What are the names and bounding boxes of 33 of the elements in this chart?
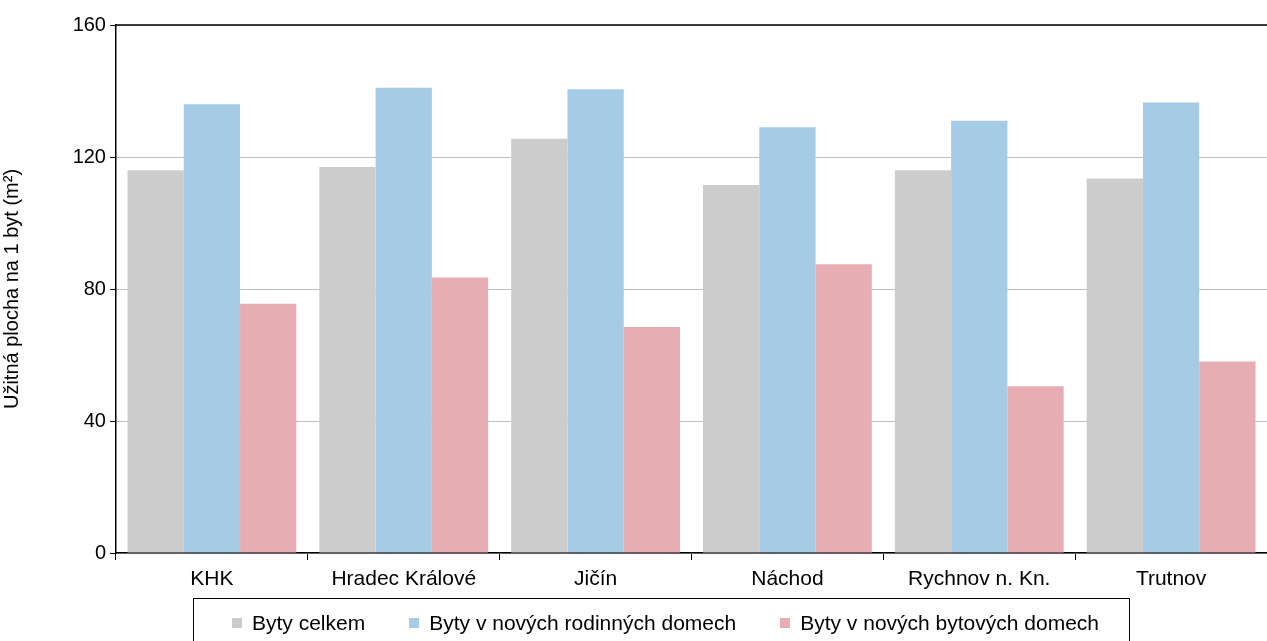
y-tick-label: 160: [72, 12, 106, 35]
bar: [1199, 361, 1256, 553]
bar: [319, 166, 376, 553]
y-axis-title: Užitná plocha na 1 byt (m²): [0, 168, 22, 410]
x-tick-label: KHK: [190, 566, 234, 590]
bar: [240, 303, 297, 553]
y-tick-label: 120: [72, 144, 106, 167]
bar: [1007, 386, 1064, 553]
x-tick-label: Jičín: [573, 566, 618, 590]
x-tick-label: Náchod: [751, 566, 824, 590]
legend-label: Byty v nových rodinných domech: [429, 610, 737, 635]
x-tick-label: Trutnov: [1135, 566, 1207, 590]
x-tick-label: Rychnov n. Kn.: [908, 566, 1051, 590]
bar: [759, 127, 816, 553]
bar: [1086, 178, 1143, 553]
bar: [375, 87, 432, 553]
bar: [431, 277, 489, 553]
bar: [1142, 102, 1200, 553]
bar: [894, 170, 952, 553]
legend-label: Byty celkem: [252, 610, 366, 635]
bar: [703, 185, 760, 553]
y-tick-label: 40: [83, 408, 106, 431]
bar: [567, 89, 624, 553]
bar: [951, 120, 1008, 553]
x-tick-label: Hradec Králové: [331, 566, 477, 590]
y-tick-label: 0: [94, 540, 106, 563]
bar: [183, 104, 241, 553]
legend-label: Byty v nových bytových domech: [800, 610, 1099, 635]
bar: [623, 326, 680, 553]
bar: [127, 170, 184, 553]
bar: [511, 138, 568, 553]
y-tick-label: 80: [83, 276, 106, 299]
bar: [815, 264, 872, 553]
